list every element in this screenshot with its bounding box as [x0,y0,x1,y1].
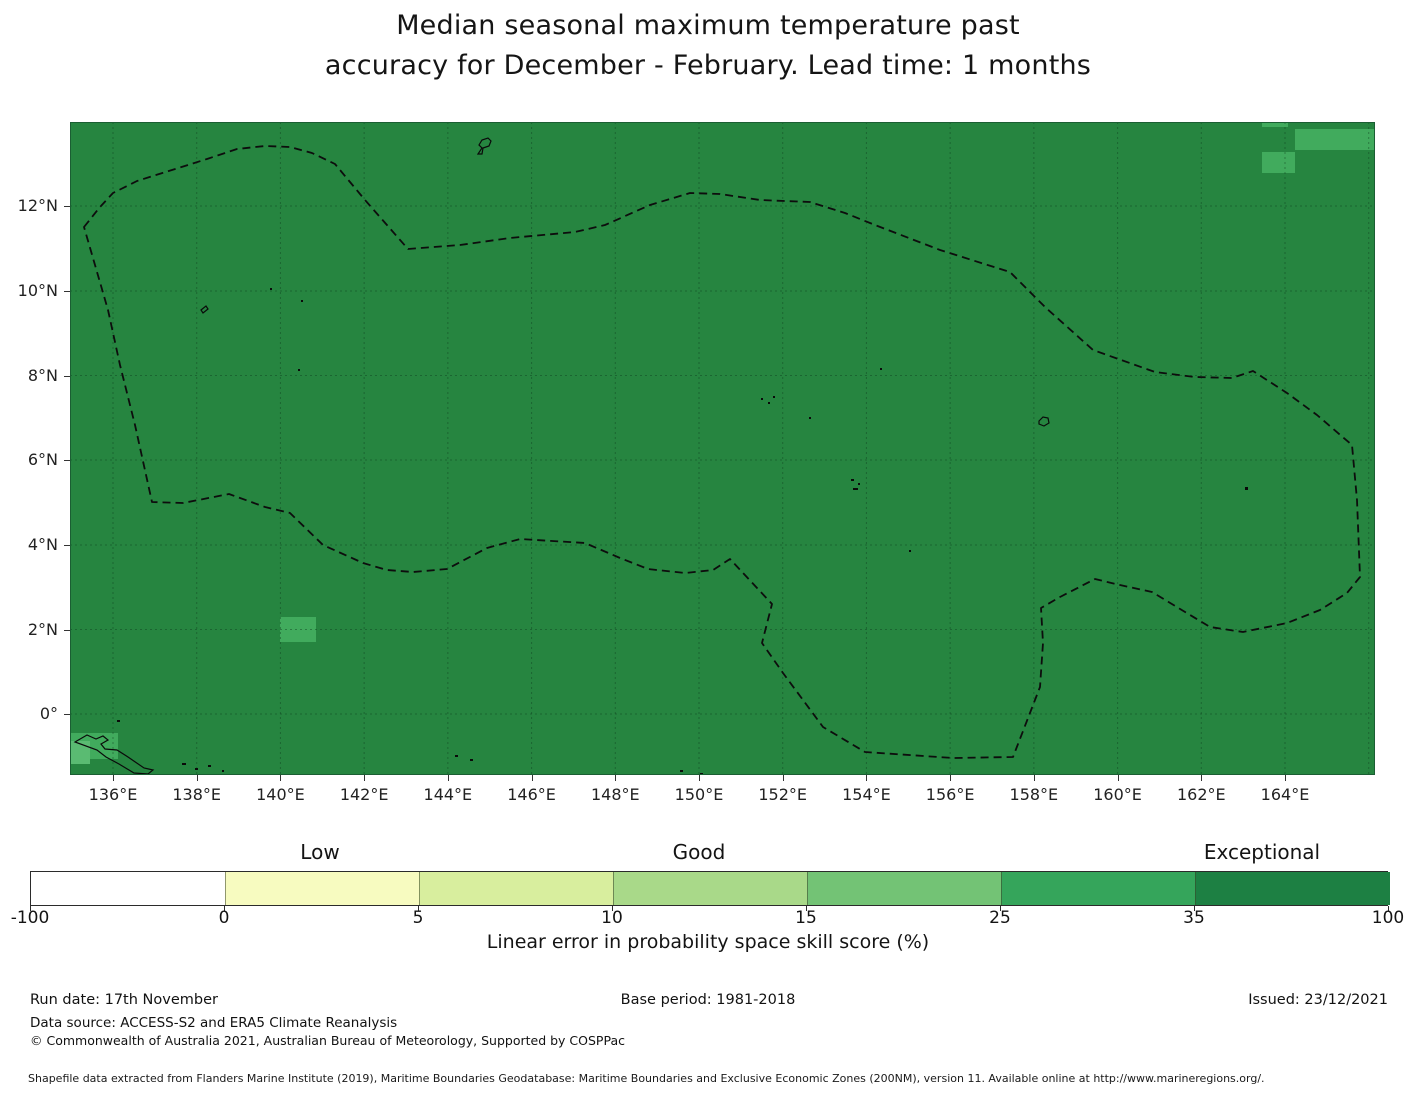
lon-tick-label: 140°E [256,785,305,804]
lat-tick-label: 6°N [27,450,58,469]
skill-patch [280,617,316,642]
lon-tick-label: 136°E [88,785,138,804]
lon-tick-label: 148°E [590,785,640,804]
lon-tick-mark [782,775,784,781]
colorbar-tick-label: 0 [218,908,230,928]
colorbar-tick-label: 35 [1183,908,1205,928]
colorbar-tick-label: 100 [1371,908,1405,928]
skill-patch [1262,122,1288,127]
chart-title-line1: Median seasonal maximum temperature past [396,10,1020,41]
lat-tick-mark [64,206,70,207]
islet-specks [117,288,1248,775]
lon-tick-mark [1201,775,1203,781]
eez-boundary-dashed [83,145,1361,759]
shapefile-attribution-text: Shapefile data extracted from Flanders M… [28,1072,1265,1085]
lon-tick-mark [113,775,114,781]
colorbar-segment [613,872,808,905]
lon-tick-label: 142°E [339,785,389,804]
lon-tick-mark [531,775,533,781]
map-frame [70,122,1375,775]
colorbar-segment [1195,872,1390,905]
colorbar-tick-label: 10 [601,908,623,928]
lon-tick-label: 156°E [925,785,975,804]
colorbar-tick-mark [1388,906,1389,911]
lon-tick-mark [196,775,198,781]
map-base-fill [70,122,1375,775]
lon-tick-label: 138°E [172,785,222,804]
colorbar-tick-mark [418,906,419,911]
colorbar-segment [1001,872,1196,905]
colorbar-segment [225,872,420,905]
copyright-text: © Commonwealth of Australia 2021, Austra… [30,1033,625,1048]
lon-tick-label: 150°E [674,785,724,804]
lon-tick-mark [447,775,449,781]
map-canvas [70,122,1375,775]
colorbar-category-label: Low [300,840,340,864]
lon-tick-label: 144°E [423,785,473,804]
lat-tick-mark [64,291,70,292]
lon-tick-label: 154°E [842,785,891,804]
lon-tick-mark [364,775,366,781]
base-period-text: Base period: 1981-2018 [620,992,796,1008]
lon-tick-mark [615,775,617,781]
lat-tick-mark [64,375,70,377]
colorbar-tick-mark [30,906,31,911]
lon-tick-mark [1033,775,1035,781]
island-yap [200,305,209,314]
colorbar-tick-mark [1000,906,1001,911]
colorbar-tick-mark [806,906,807,911]
colorbar-tick-label: 15 [795,908,817,928]
lat-tick-label: 4°N [27,535,58,554]
lat-tick-label: 2°N [27,619,58,639]
lon-tick-mark [1284,775,1286,781]
lon-tick-mark [866,775,868,781]
chart-title-line2: accuracy for December - February. Lead t… [324,50,1092,81]
colorbar [30,871,1390,906]
lon-tick-label: 152°E [758,785,808,804]
lat-tick-mark [64,545,70,546]
lon-tick-label: 158°E [1009,785,1059,804]
lon-tick-label: 162°E [1176,785,1226,804]
colorbar-tick-mark [1194,906,1195,911]
lon-tick-label: 146°E [507,785,556,804]
colorbar-segment [419,872,614,905]
colorbar-category-label: Exceptional [1203,840,1321,864]
skill-patch [1262,152,1295,173]
lon-tick-label: 164°E [1260,785,1310,804]
lat-tick-label: 12°N [17,196,58,215]
lat-tick-label: 0° [39,704,58,723]
colorbar-tick-label: 5 [412,908,424,928]
island-newguinea-coast [73,734,155,775]
lon-tick-mark [698,775,700,781]
colorbar-segment [31,872,225,905]
colorbar-category-label: Good [672,840,726,864]
lat-tick-mark [64,714,70,715]
lat-tick-mark [64,460,70,461]
skill-patch [70,741,90,764]
colorbar-segment [807,872,1002,905]
lon-tick-mark [950,775,952,781]
colorbar-tick-mark [612,906,613,911]
colorbar-tick-label: 25 [989,908,1011,928]
lon-tick-label: 160°E [1093,785,1142,804]
colorbar-tick-mark [224,906,225,911]
skill-score-patches [70,122,1375,764]
island-outlines [73,137,1248,775]
data-source-text: Data source: ACCESS-S2 and ERA5 Climate … [30,1015,398,1031]
island-guam [476,137,492,155]
run-date-text: Run date: 17th November [30,992,218,1008]
lat-tick-mark [64,629,70,631]
colorbar-axis-label: Linear error in probability space skill … [486,931,930,953]
lat-tick-label: 8°N [27,365,58,385]
issued-date-text: Issued: 23/12/2021 [1248,992,1388,1008]
map-plot-area [70,122,1375,775]
skill-patch [1295,129,1375,150]
graticule-grid [70,122,1375,775]
lon-tick-mark [1117,775,1119,781]
lon-tick-mark [280,775,282,781]
lat-tick-label: 10°N [17,281,58,300]
colorbar-tick-label: -100 [10,908,50,928]
island-pohnpei [1038,416,1050,427]
